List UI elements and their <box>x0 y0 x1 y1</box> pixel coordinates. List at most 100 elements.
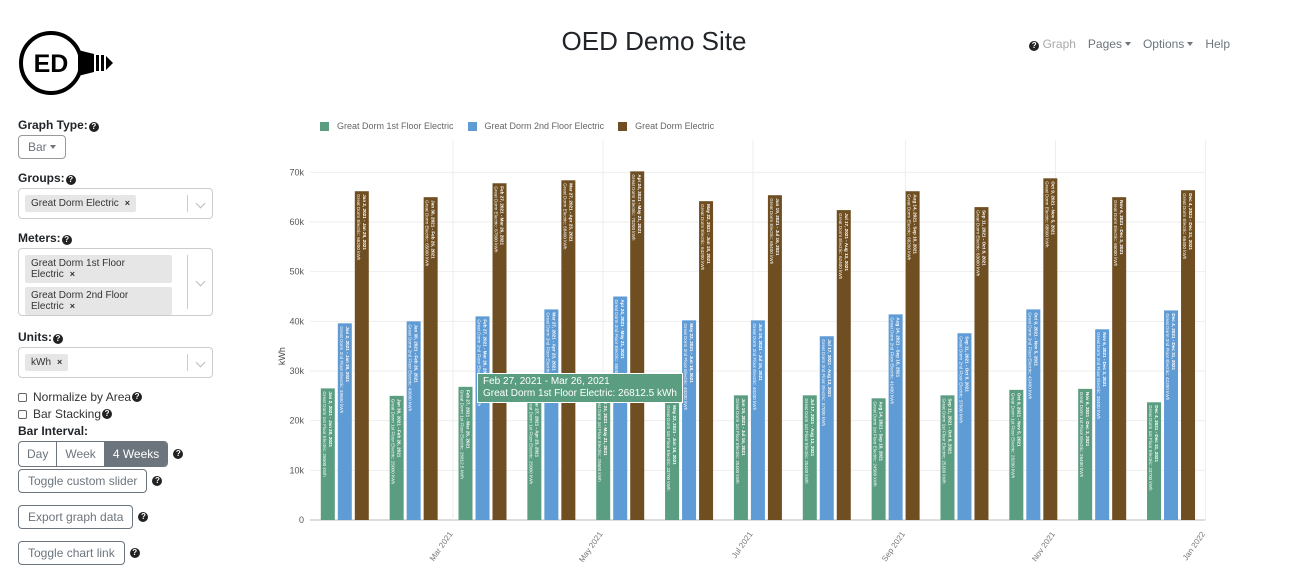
bar-label-date: Feb 27, 2021 - Mar 26, 2021 <box>466 390 471 449</box>
y-axis-label: kWh <box>277 347 287 365</box>
legend-item[interactable]: Great Dorm Electric <box>618 121 714 131</box>
help-icon[interactable]: ? <box>65 175 76 185</box>
bar <box>544 309 559 520</box>
bar-label-date: Feb 27, 2021 - Mar 26, 2021 <box>483 319 488 378</box>
chart-tooltip: Feb 27, 2021 - Mar 26, 2021 Great Dorm 1s… <box>477 373 683 403</box>
nav-pages[interactable]: Pages <box>1088 37 1131 51</box>
bar-label-date: Mar 27, 2021 - Apr 23, 2021 <box>551 312 556 371</box>
bar-label-value: Great Dorm 2nd Floor Electric: 40200 kWh <box>683 323 688 410</box>
bar-label-value: Great Dorm 1st Floor Electric: 25000 kWh <box>391 399 396 485</box>
help-icon[interactable]: ? <box>138 512 149 522</box>
help-icon[interactable]: ? <box>132 392 143 402</box>
chart-legend: Great Dorm 1st Floor Electric Great Dorm… <box>320 121 714 131</box>
bar-label-value: Great Dorm 2nd Floor Electric: 45000 kWh <box>614 300 619 387</box>
normalize-checkbox[interactable]: Normalize by Area? <box>18 390 213 404</box>
bar-label-date: Mar 27, 2021 - Apr 23, 2021 <box>568 183 573 242</box>
bar-label-date: Jan 30, 2021 - Feb 26, 2021 <box>414 324 419 383</box>
bar <box>819 336 834 520</box>
interval-day[interactable]: Day <box>19 442 58 466</box>
bar-label-date: Aug 14, 2021 - Sep 10, 2021 <box>879 401 884 461</box>
bar-label-value: Great Dorm Electric: 67800 kWh <box>494 186 499 253</box>
top-nav: ? Graph Pages Options Help <box>1028 37 1230 51</box>
bar-label-date: Feb 27, 2021 - Mar 26, 2021 <box>500 186 505 245</box>
bar <box>527 395 542 520</box>
help-icon[interactable]: ? <box>1029 41 1040 51</box>
groups-select[interactable]: Great Dorm Electric × <box>18 188 213 219</box>
bar-label-date: Sep 11, 2021 - Oct 8, 2021 <box>964 336 969 392</box>
remove-icon[interactable]: × <box>57 357 63 367</box>
bar-label-date: Dec 4, 2021 - Dec 31, 2021 <box>1188 193 1193 250</box>
graph-type-dropdown[interactable]: Bar <box>18 135 66 159</box>
svg-text:ED: ED <box>34 50 69 78</box>
x-tick-label: Jan 2022 <box>1181 530 1208 563</box>
bar <box>733 395 748 520</box>
bar-label-date: Oct 9, 2021 - Nov 5, 2021 <box>1033 312 1038 366</box>
bar <box>596 393 611 520</box>
help-icon[interactable]: ? <box>152 476 163 486</box>
bar-label-value: Great Dorm 1st Floor Electric: 26200 kWh <box>1010 393 1015 479</box>
y-tick-label: 10k <box>289 465 304 475</box>
remove-icon[interactable]: × <box>69 301 76 311</box>
legend-item[interactable]: Great Dorm 1st Floor Electric <box>320 121 454 131</box>
bar-label-value: Great Dorm 1st Floor Electric: 25500 kWh <box>597 396 602 482</box>
units-select[interactable]: kWh × <box>18 347 213 378</box>
x-tick-label: Nov 2021 <box>1030 530 1057 564</box>
x-tick-label: May 2021 <box>577 530 605 564</box>
bar-chart[interactable]: 0 10k 20k 30k 40k 50k 60k 70k kWh Mar 2021 May 202… <box>270 140 1230 570</box>
nav-options[interactable]: Options <box>1143 37 1193 51</box>
bar-label-value: Great Dorm 2nd Floor Electric: 38400 kWh <box>1096 332 1101 419</box>
bar-label-value: Great Dorm Electric: 66200 kWh <box>907 194 912 261</box>
help-icon[interactable]: ? <box>173 449 184 459</box>
remove-icon[interactable]: × <box>69 269 76 279</box>
toggle-link-button[interactable]: Toggle chart link <box>18 541 125 565</box>
sidebar: Graph Type:? Bar Groups:? Great Dorm Ele… <box>18 118 213 565</box>
chevron-down-icon[interactable] <box>195 276 206 287</box>
bar-label-date: Nov 6, 2021 - Dec 3, 2021 <box>1119 200 1124 255</box>
bar-label-value: Great Dorm 2nd Floor Electric: 42400 kWh <box>1027 312 1032 399</box>
help-icon[interactable]: ? <box>129 548 140 558</box>
export-button[interactable]: Export graph data <box>18 505 134 529</box>
bar <box>1181 190 1196 520</box>
bar-label-value: Great Dorm 1st Floor Electric: 25000 kWh <box>528 399 533 485</box>
meter-chip: Great Dorm 1st Floor Electric × <box>25 255 172 283</box>
legend-item[interactable]: Great Dorm 2nd Floor Electric <box>467 121 604 131</box>
bar-label-value: Great Dorm 1st Floor Electric: 26400 kWh <box>1079 392 1084 478</box>
bar-label-value: Great Dorm Electric: 63000 kWh <box>975 210 980 277</box>
interval-4weeks[interactable]: 4 Weeks <box>104 442 168 466</box>
interval-week[interactable]: Week <box>57 442 105 466</box>
bar-label-date: Jun 19, 2021 - Jul 16, 2021 <box>758 323 763 381</box>
bar <box>1147 402 1162 520</box>
bar <box>320 388 335 520</box>
bar-label-value: Great Dorm 1st Floor Electric: 23700 kWh <box>666 405 671 491</box>
bar <box>561 180 576 521</box>
help-icon[interactable]: ? <box>61 235 72 245</box>
y-tick-label: 50k <box>289 267 304 277</box>
remove-icon[interactable]: × <box>124 198 131 208</box>
chevron-down-icon[interactable] <box>195 198 206 208</box>
chevron-down-icon[interactable] <box>195 357 206 367</box>
bar <box>406 321 421 520</box>
meters-select[interactable]: Great Dorm 1st Floor Electric × Great Dor… <box>18 248 213 316</box>
help-icon[interactable]: ? <box>53 334 63 344</box>
help-icon[interactable]: ? <box>88 122 99 132</box>
nav-help[interactable]: Help <box>1205 37 1230 51</box>
bar-label-date: Jan 2, 2021 - Jan 29, 2021 <box>362 194 367 250</box>
bar <box>354 191 369 520</box>
toggle-slider-button[interactable]: Toggle custom slider <box>18 469 148 493</box>
bar-label-value: Great Dorm 1st Floor Electric: 26812.5 k… <box>460 390 465 480</box>
bar-label-date: Oct 9, 2021 - Nov 5, 2021 <box>1016 393 1021 447</box>
bar-label-value: Great Dorm Electric: 66200 kWh <box>356 194 361 261</box>
bar-label-value: Great Dorm Electric: 68400 kWh <box>562 183 567 250</box>
bar-label-value: Great Dorm 2nd Floor Electric: 37600 kWh <box>958 336 963 423</box>
bar-label-date: Apr 24, 2021 - May 21, 2021 <box>637 174 642 234</box>
help-icon[interactable]: ? <box>102 409 113 419</box>
stacking-checkbox[interactable]: Bar Stacking? <box>18 407 213 421</box>
